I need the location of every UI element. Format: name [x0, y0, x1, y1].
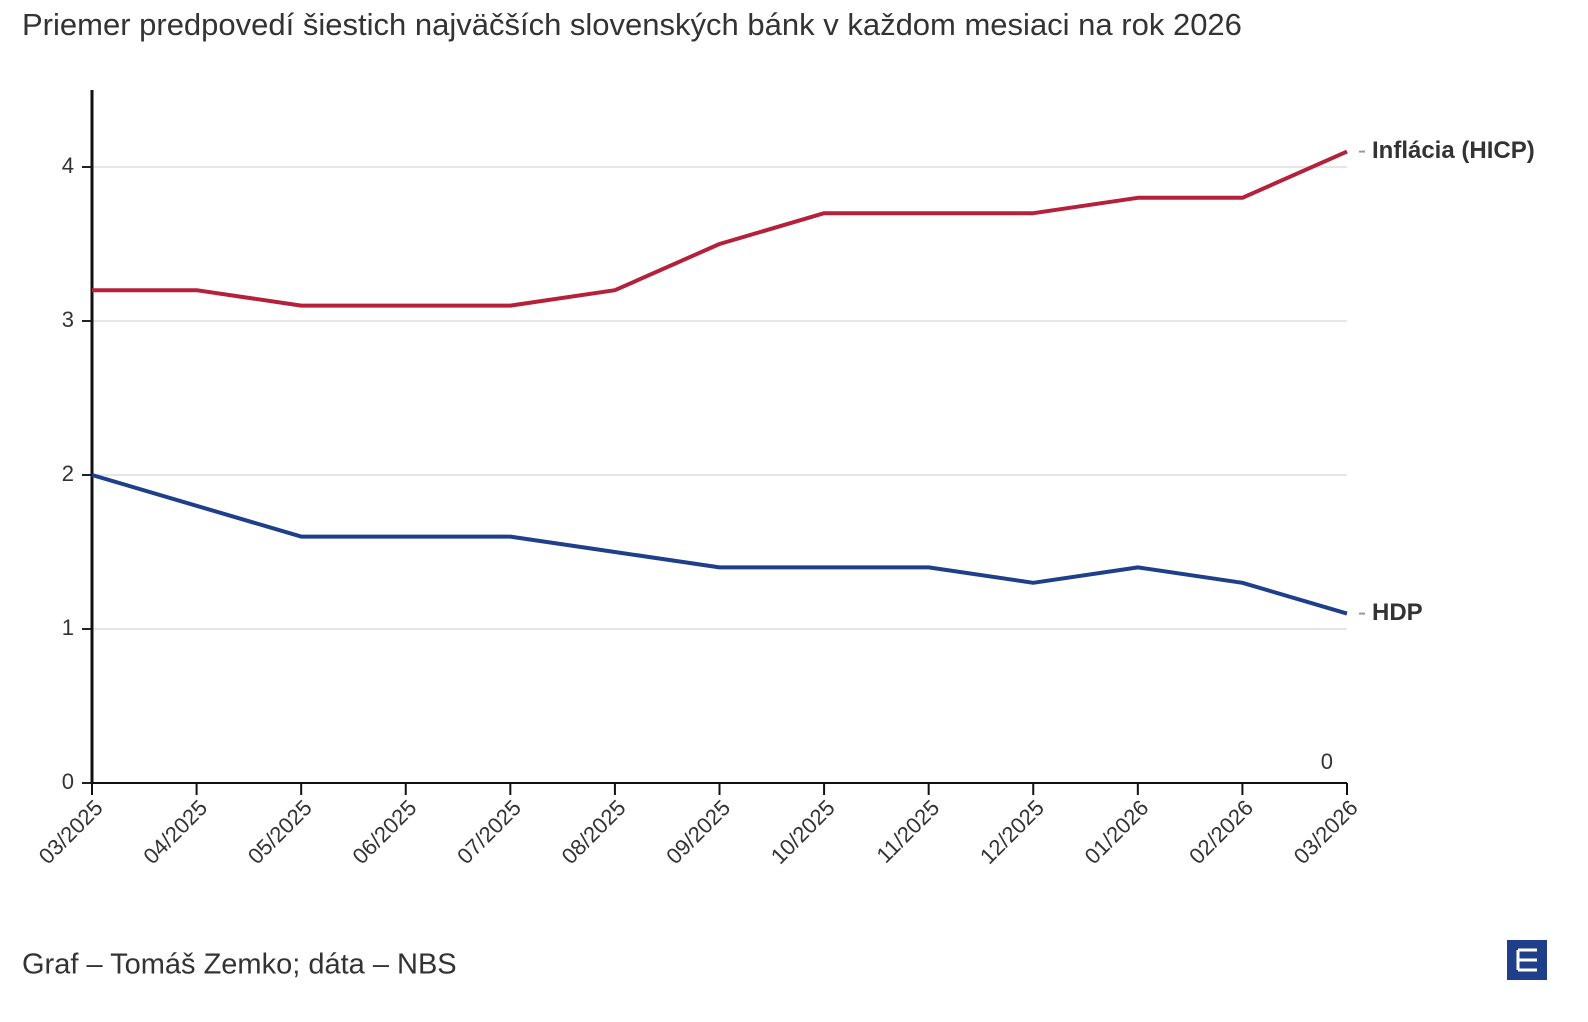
- baseline-label: 0: [1321, 749, 1333, 774]
- x-tick-label: 08/2025: [557, 795, 631, 869]
- x-tick-label: 09/2025: [661, 795, 735, 869]
- series-label: Inflácia (HICP): [1372, 137, 1535, 164]
- x-tick-label: 03/2025: [34, 795, 108, 869]
- chart-subtitle: Priemer predpovedí šiestich najväčších s…: [22, 7, 1242, 42]
- x-tick-label: 01/2026: [1080, 795, 1154, 869]
- y-tick-label: 4: [62, 153, 74, 178]
- x-tick-label: 02/2026: [1184, 795, 1258, 869]
- series-label: HDP: [1372, 599, 1423, 626]
- x-tick-label: 10/2025: [766, 795, 840, 869]
- x-tick-label: 05/2025: [243, 795, 317, 869]
- series-line: [91, 473, 1348, 616]
- x-tick-label: 07/2025: [452, 795, 526, 869]
- logo: [1507, 940, 1547, 980]
- series-line: [92, 149, 1348, 308]
- y-tick-label: 2: [62, 461, 74, 486]
- y-tick-label: 1: [62, 615, 74, 640]
- source: Graf – Tomáš Zemko; dáta – NBS: [22, 949, 457, 981]
- y-tick-label: 0: [62, 769, 74, 794]
- x-tick-label: 03/2026: [1289, 795, 1363, 869]
- x-tick-label: 06/2025: [347, 795, 421, 869]
- x-tick-label: 11/2025: [872, 795, 945, 868]
- x-tick-label: 12/2025: [975, 795, 1049, 869]
- x-tick-label: 04/2025: [138, 795, 212, 869]
- y-tick-label: 3: [62, 307, 74, 332]
